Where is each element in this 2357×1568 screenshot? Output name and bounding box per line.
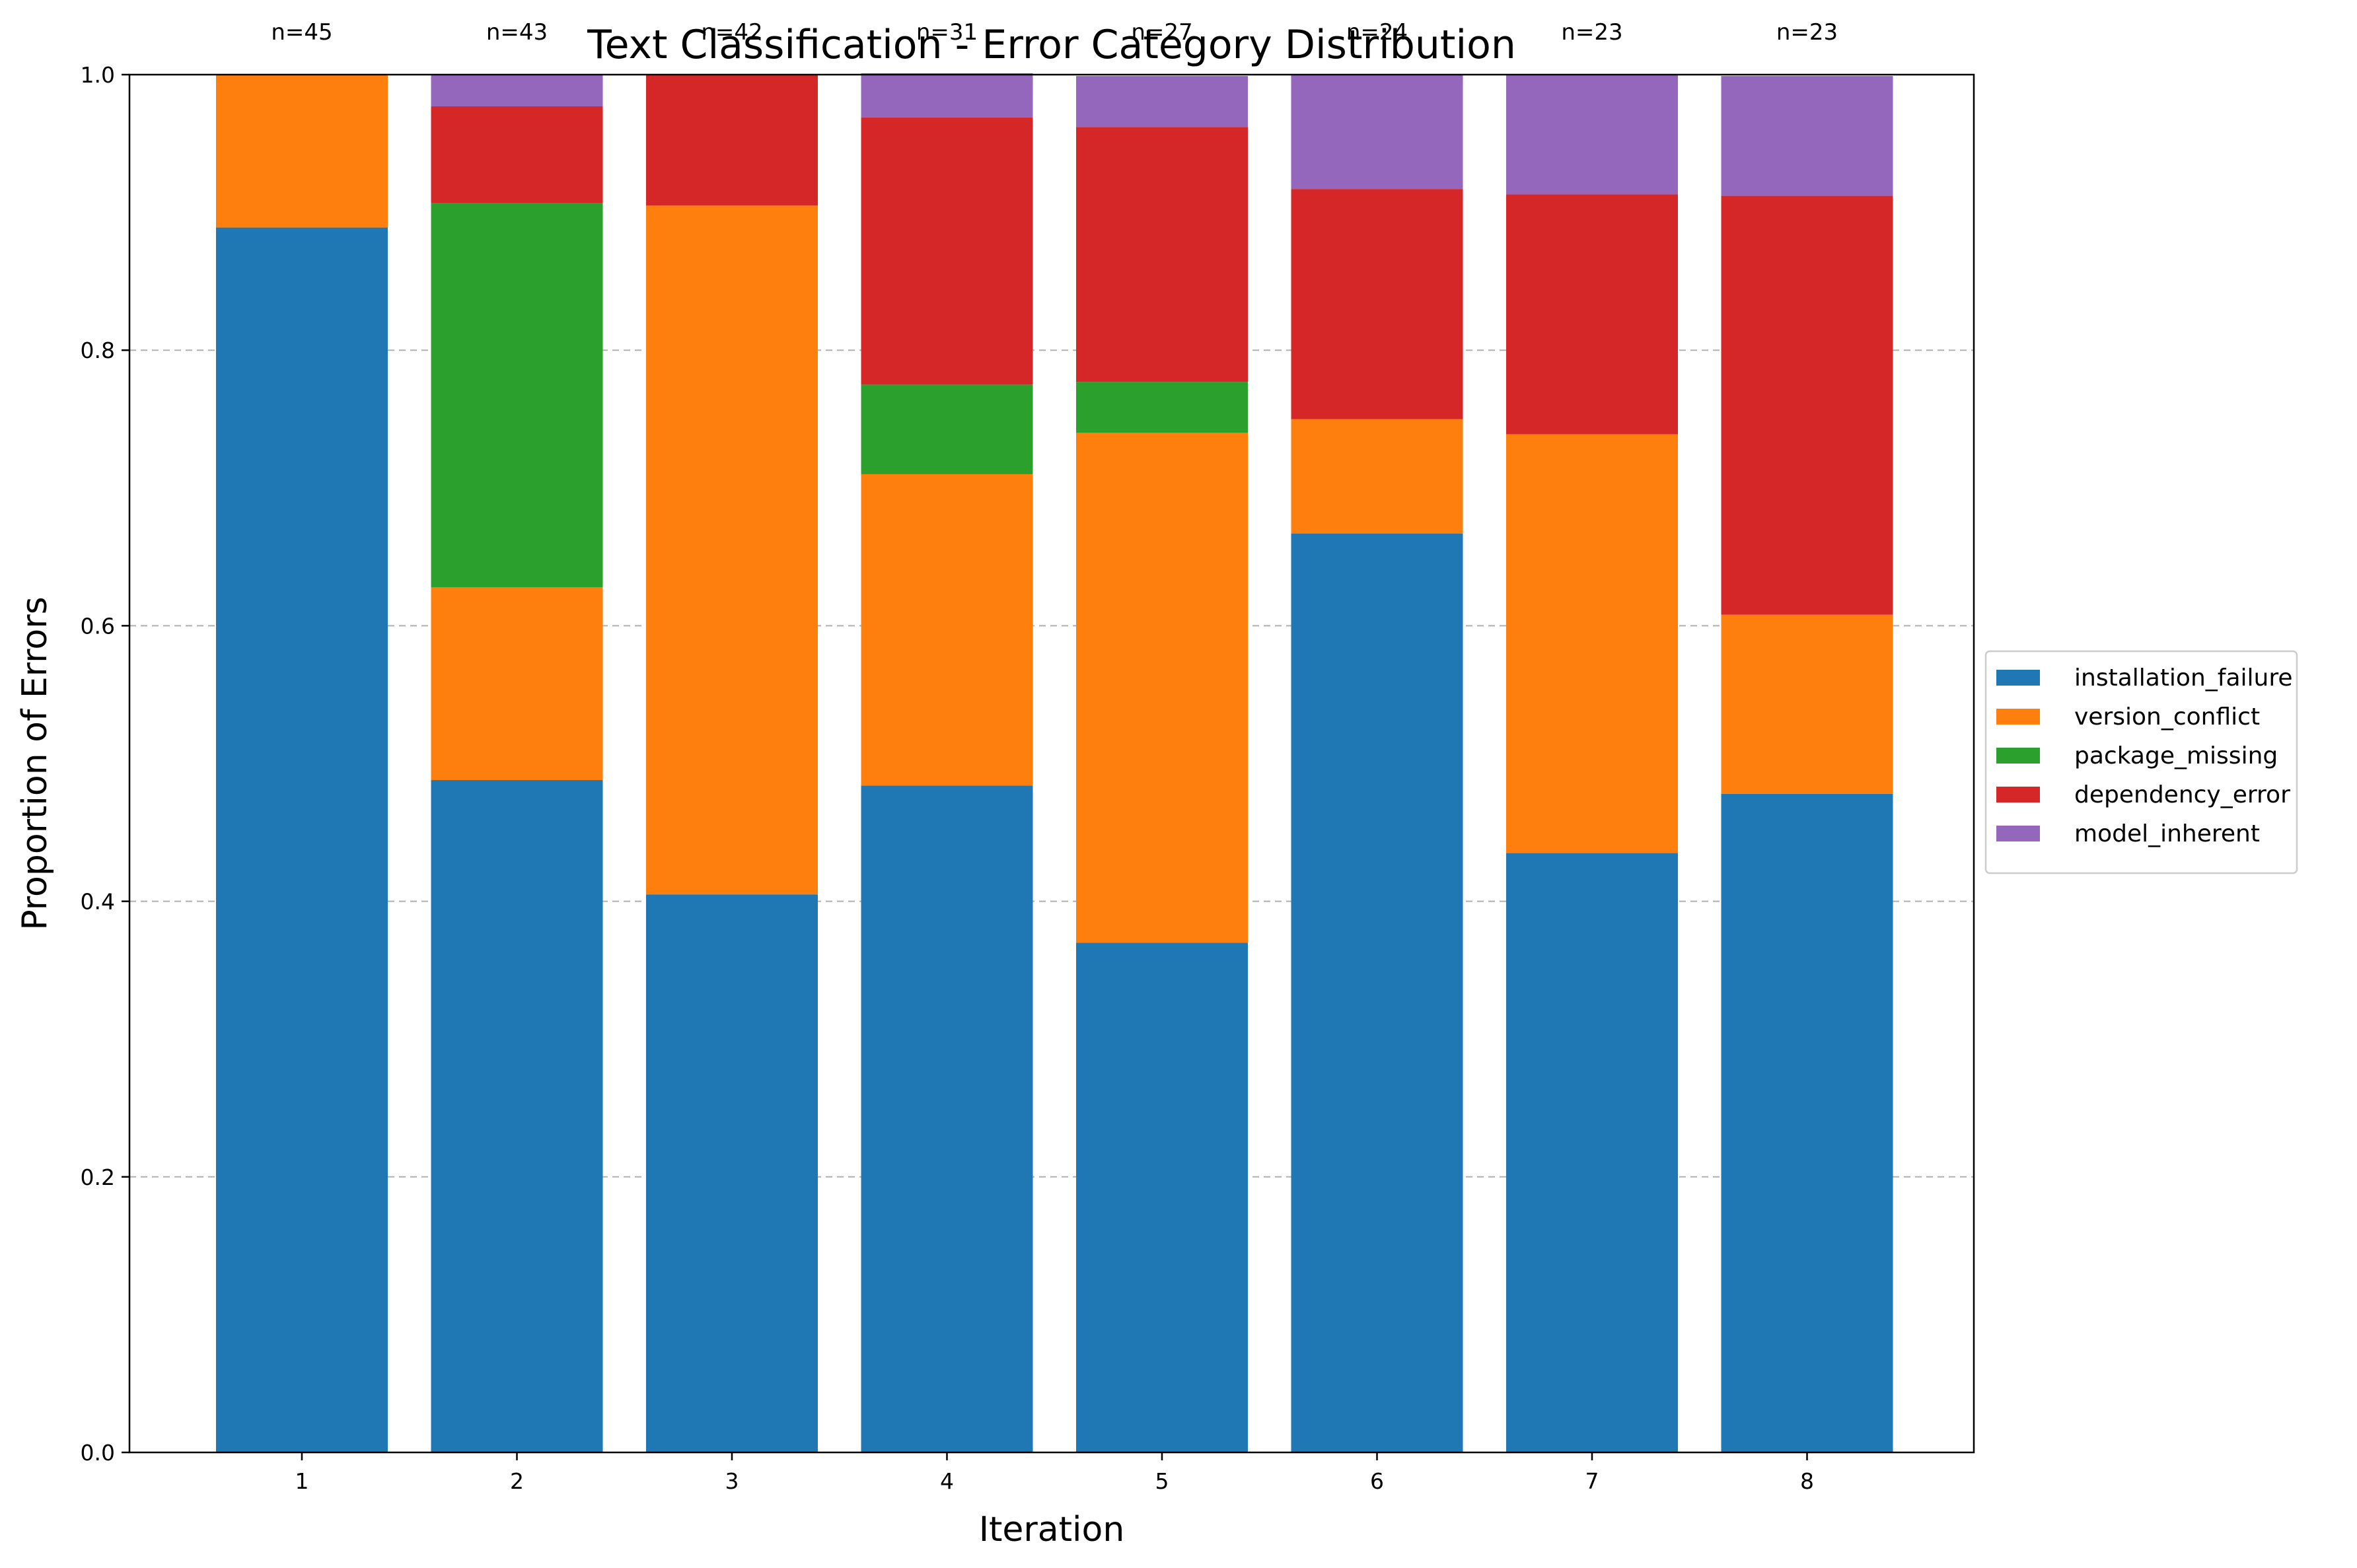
bar-installation_failure-2	[431, 780, 603, 1452]
x-tick-label: 3	[725, 1468, 739, 1494]
bar-dependency_error-8	[1721, 196, 1893, 615]
bar-package_missing-5	[1076, 382, 1248, 433]
bar-stack-3	[646, 75, 818, 1452]
bar-stack-4	[861, 73, 1033, 1452]
x-tick-label: 8	[1800, 1468, 1814, 1494]
bar-dependency_error-7	[1506, 194, 1678, 435]
count-label: n=43	[486, 19, 548, 46]
bar-model_inherent-6	[1291, 75, 1463, 190]
count-label: n=45	[271, 19, 332, 46]
legend-frame	[1984, 650, 2298, 874]
count-label: n=24	[1346, 19, 1408, 46]
legend-swatch-package_missing	[1996, 748, 2040, 764]
bar-dependency_error-3	[646, 75, 818, 206]
x-tick-label: 6	[1370, 1468, 1384, 1494]
bar-package_missing-2	[431, 202, 603, 587]
x-tick-label: 1	[295, 1468, 309, 1494]
count-label: n=42	[701, 19, 762, 46]
bar-package_missing-4	[861, 384, 1033, 474]
legend-swatch-version_conflict	[1996, 709, 2040, 725]
legend-swatch-model_inherent	[1996, 826, 2040, 841]
x-tick-label: 5	[1155, 1468, 1169, 1494]
count-label: n=31	[916, 19, 978, 46]
y-tick-label: 0.2	[81, 1164, 115, 1190]
bar-model_inherent-2	[431, 75, 603, 106]
x-axis-title: Iteration	[979, 1510, 1125, 1550]
legend-label-installation_failure: installation_failure	[2074, 664, 2293, 692]
grid-lines	[129, 349, 1974, 1178]
bar-model_inherent-5	[1076, 76, 1248, 127]
count-labels: n=45 n=43 n=42 n=31 n=27 n=24 n=23 n=23	[271, 19, 1838, 46]
bar-installation_failure-8	[1721, 793, 1893, 1452]
x-axis: 1 2 3 4 5 6 7 8	[295, 1452, 1814, 1494]
bar-version_conflict-8	[1721, 614, 1893, 794]
x-tick-label: 2	[510, 1468, 524, 1494]
legend-swatch-installation_failure	[1996, 670, 2040, 686]
bar-stack-8	[1721, 76, 1893, 1452]
bar-model_inherent-8	[1721, 76, 1893, 196]
count-label: n=27	[1131, 19, 1192, 46]
bar-stack-7	[1506, 75, 1678, 1452]
legend-label-model_inherent: model_inherent	[2074, 820, 2260, 847]
bar-stack-5	[1076, 76, 1248, 1452]
x-tick-label: 4	[940, 1468, 954, 1494]
bar-installation_failure-7	[1506, 853, 1678, 1452]
bar-installation_failure-1	[216, 227, 388, 1452]
bar-stack-1	[216, 75, 388, 1452]
bar-dependency_error-5	[1076, 127, 1248, 382]
bars	[216, 73, 1893, 1453]
count-label: n=23	[1776, 19, 1838, 46]
bar-dependency_error-4	[861, 117, 1033, 385]
bar-dependency_error-6	[1291, 189, 1463, 419]
chart-title: Text Classification - Error Category Dis…	[587, 22, 1516, 68]
y-axis: 0.0 0.2 0.4 0.6 0.8 1.0	[81, 62, 129, 1466]
bar-model_inherent-4	[861, 73, 1033, 118]
bar-stack-2	[431, 75, 603, 1452]
y-axis-title: Proportion of Errors	[15, 596, 55, 930]
legend-swatch-dependency_error	[1996, 787, 2040, 802]
bar-version_conflict-4	[861, 474, 1033, 786]
legend-label-package_missing: package_missing	[2074, 742, 2278, 769]
count-label: n=23	[1561, 19, 1622, 46]
legend-label-version_conflict: version_conflict	[2074, 703, 2260, 731]
bar-installation_failure-4	[861, 785, 1033, 1452]
y-tick-label: 0.4	[81, 889, 115, 915]
y-tick-label: 0.8	[81, 338, 115, 363]
bar-model_inherent-7	[1506, 75, 1678, 195]
y-tick-label: 0.6	[81, 613, 115, 639]
bar-version_conflict-1	[216, 75, 388, 228]
bar-installation_failure-3	[646, 894, 818, 1452]
bar-version_conflict-3	[646, 205, 818, 895]
legend-label-dependency_error: dependency_error	[2074, 781, 2290, 808]
bar-version_conflict-6	[1291, 419, 1463, 534]
legend: installation_failure version_conflictpack…	[1984, 650, 2298, 874]
bar-version_conflict-2	[431, 587, 603, 781]
plot-area-frame	[128, 73, 1975, 1454]
bar-dependency_error-2	[431, 106, 603, 203]
bar-version_conflict-7	[1506, 434, 1678, 853]
y-tick-label: 1.0	[81, 62, 115, 88]
bar-installation_failure-6	[1291, 533, 1463, 1453]
bar-version_conflict-5	[1076, 433, 1248, 943]
bar-installation_failure-5	[1076, 943, 1248, 1452]
x-tick-label: 7	[1585, 1468, 1599, 1494]
y-tick-label: 0.0	[81, 1440, 115, 1466]
bar-stack-6	[1291, 75, 1463, 1453]
